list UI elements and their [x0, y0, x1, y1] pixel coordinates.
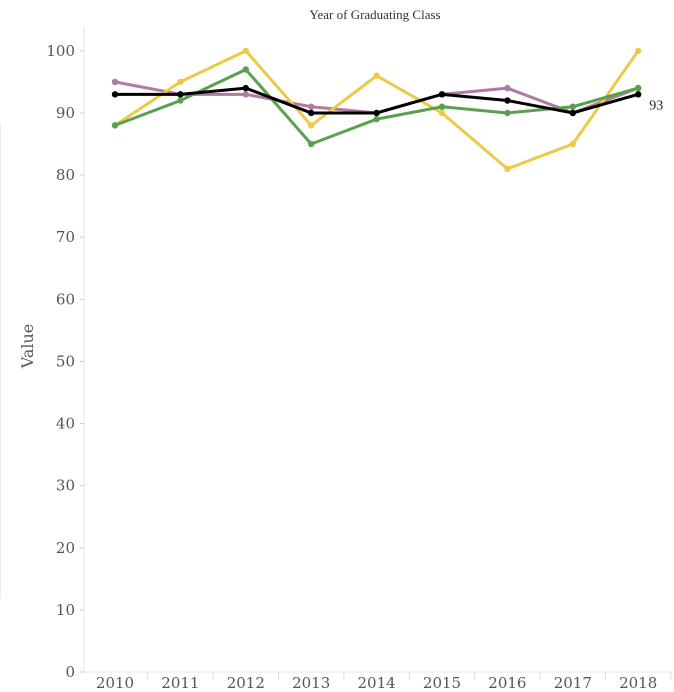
- x-tick-label: 2018: [619, 674, 657, 692]
- x-axis-ticks: 2010 2011 2012 2013 2014 2015 2016 2017 2018: [96, 672, 672, 692]
- series-point-3: [111, 91, 119, 98]
- x-tick-label: 2017: [554, 674, 592, 692]
- series-point-3: [635, 91, 642, 98]
- series-line-2: [114, 67, 639, 146]
- series-point-3: [569, 109, 576, 117]
- y-tick-label: 70: [56, 228, 75, 246]
- x-tick-label: 2016: [488, 674, 526, 692]
- series-point-2: [242, 66, 249, 73]
- series-point-3: [438, 91, 446, 98]
- series-point-0: [308, 103, 315, 110]
- series-layer: 93: [111, 47, 663, 173]
- series-point-0: [504, 84, 511, 92]
- series-point-2: [177, 97, 184, 104]
- series-point-2: [635, 84, 642, 92]
- y-axis-title: Value: [18, 324, 37, 370]
- series-point-2: [569, 103, 576, 110]
- y-tick-label: 60: [56, 290, 75, 308]
- series-point-1: [177, 78, 184, 86]
- y-tick-label: 10: [56, 601, 75, 619]
- series-point-3: [177, 91, 184, 98]
- x-tick-label: 2015: [423, 674, 461, 692]
- series-point-3: [373, 109, 380, 117]
- chart-title: Year of Graduating Class: [309, 7, 440, 22]
- x-tick-label: 2014: [358, 674, 396, 692]
- y-tick-label: 30: [56, 477, 75, 495]
- series-point-2: [111, 122, 119, 129]
- series-point-0: [111, 78, 119, 86]
- series-point-3: [308, 109, 315, 117]
- y-tick-label: 20: [56, 539, 75, 557]
- y-tick-label: 40: [56, 415, 75, 433]
- series-point-0: [242, 91, 249, 98]
- series-point-2: [504, 109, 511, 117]
- y-tick-label: 0: [65, 663, 75, 681]
- series-point-3: [242, 84, 249, 92]
- series-point-1: [504, 165, 511, 173]
- y-tick-label: 100: [46, 42, 75, 60]
- series-line-3: [115, 86, 639, 115]
- y-tick-label: 50: [56, 352, 75, 370]
- series-point-1: [438, 109, 446, 117]
- series-point-3: [504, 97, 511, 104]
- x-tick-label: 2012: [227, 674, 265, 692]
- series-point-1: [242, 47, 249, 55]
- x-tick-label: 2010: [96, 674, 134, 692]
- series-point-2: [373, 115, 380, 123]
- y-axis-ticks: 0 10 20 30 40 50 60 70 80 90 100: [46, 42, 84, 681]
- y-tick-label: 80: [56, 166, 75, 184]
- series-point-1: [373, 72, 380, 79]
- y-tick-label: 90: [56, 104, 75, 122]
- series-point-2: [308, 140, 315, 148]
- x-tick-label: 2013: [292, 674, 330, 692]
- series-point-1: [635, 47, 642, 55]
- series-point-2: [438, 103, 446, 110]
- series-point-1: [569, 140, 576, 148]
- series-point-1: [308, 122, 315, 129]
- x-tick-label: 2011: [161, 674, 199, 692]
- series-end-label: 93: [649, 98, 663, 113]
